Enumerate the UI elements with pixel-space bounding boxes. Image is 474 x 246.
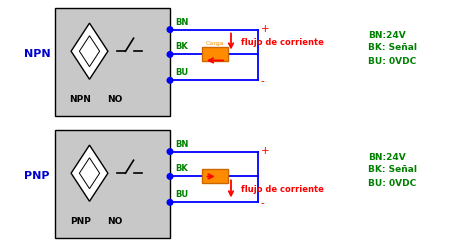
Bar — [202, 169, 228, 184]
Circle shape — [167, 174, 173, 179]
Circle shape — [167, 52, 173, 57]
Text: +: + — [261, 24, 270, 34]
Text: PNP: PNP — [24, 171, 50, 182]
Circle shape — [167, 27, 173, 32]
Polygon shape — [71, 23, 108, 79]
Text: BN:24V: BN:24V — [368, 153, 406, 162]
Bar — [55, 130, 170, 238]
Text: flujo de corriente: flujo de corriente — [241, 38, 324, 46]
Text: Carga: Carga — [206, 41, 224, 46]
Text: NPN: NPN — [24, 49, 50, 60]
Text: NO: NO — [107, 95, 122, 104]
Polygon shape — [79, 158, 100, 189]
Text: BK: Señal: BK: Señal — [368, 166, 417, 174]
Text: BK: BK — [175, 43, 188, 51]
Circle shape — [167, 77, 173, 83]
Text: NO: NO — [107, 217, 122, 226]
Bar — [202, 47, 228, 62]
Text: flujo de corriente: flujo de corriente — [241, 185, 324, 194]
Text: BN: BN — [175, 18, 188, 27]
Polygon shape — [79, 36, 100, 67]
Text: BK: Señal: BK: Señal — [368, 44, 417, 52]
Text: PNP: PNP — [70, 217, 91, 226]
Text: BN:24V: BN:24V — [368, 31, 406, 40]
Text: BU: BU — [175, 68, 188, 77]
Text: BU: 0VDC: BU: 0VDC — [368, 57, 416, 65]
Text: BU: BU — [175, 190, 188, 199]
Text: +: + — [261, 146, 270, 156]
Polygon shape — [71, 145, 108, 201]
Circle shape — [167, 200, 173, 205]
Text: -: - — [261, 76, 265, 86]
Text: -: - — [261, 198, 265, 208]
Text: BK: BK — [175, 164, 188, 173]
Bar — [55, 8, 170, 116]
Text: BU: 0VDC: BU: 0VDC — [368, 179, 416, 187]
Circle shape — [167, 149, 173, 154]
Text: NPN: NPN — [69, 95, 91, 104]
Text: BN: BN — [175, 139, 188, 149]
